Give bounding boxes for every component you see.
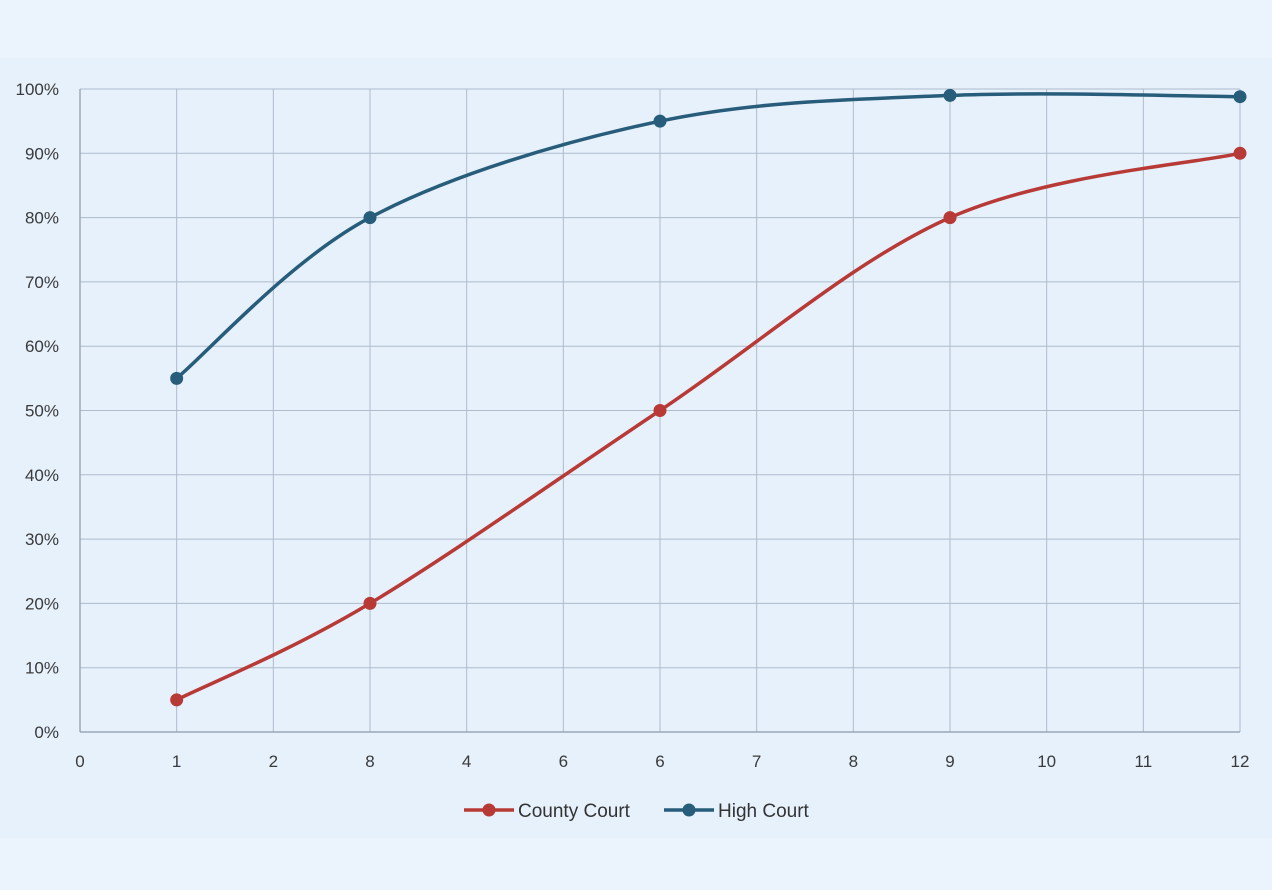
x-axis-tick-labels: 0 1 2 8 4 6 6 7 8 9 10 11 12: [75, 752, 1249, 771]
y-axis-tick-labels: 0% 10% 20% 30% 40% 50% 60% 70% 80% 90% 100%: [16, 80, 59, 742]
gridlines: [80, 88, 1241, 732]
high-court-point: [653, 114, 667, 128]
x-tick-label: 2: [269, 752, 278, 771]
county-court-point: [170, 693, 184, 707]
county-court-point: [1233, 146, 1247, 160]
high-court-series: [170, 88, 1247, 385]
x-tick-label: 11: [1135, 752, 1153, 771]
x-tick-label: 10: [1037, 752, 1056, 771]
county-court-point: [363, 596, 377, 610]
chart-area-background: [0, 58, 1272, 838]
county-court-series: [170, 146, 1247, 707]
high-court-point: [1233, 90, 1247, 104]
y-tick-label: 0%: [34, 723, 59, 742]
x-tick-label: 0: [75, 752, 84, 771]
high-court-point: [170, 371, 184, 385]
axes: [79, 89, 1240, 733]
x-tick-label: 9: [945, 752, 954, 771]
x-tick-label: 7: [752, 752, 761, 771]
x-tick-label: 4: [462, 752, 471, 771]
legend-marker-high-court: [682, 803, 696, 817]
y-tick-label: 90%: [25, 144, 59, 163]
legend-label-county-court: County Court: [518, 801, 631, 822]
y-tick-label: 70%: [25, 273, 59, 292]
legend-marker-county-court: [482, 803, 496, 817]
high-court-point: [363, 211, 377, 225]
high-court-point: [943, 88, 957, 102]
legend-label-high-court: High Court: [718, 801, 810, 822]
legend: County Court High Court: [464, 801, 810, 822]
y-tick-label: 80%: [25, 209, 59, 228]
y-tick-label: 100%: [16, 80, 59, 99]
x-tick-label: 8: [849, 752, 858, 771]
county-court-point: [653, 404, 667, 417]
x-tick-label: 1: [172, 752, 181, 771]
y-tick-label: 50%: [25, 402, 59, 421]
x-tick-label: 12: [1231, 752, 1250, 771]
series: [170, 88, 1247, 707]
legend-item-county-court: County Court: [464, 801, 631, 822]
county-court-point: [943, 211, 957, 225]
x-tick-label: 6: [655, 752, 664, 771]
legend-item-high-court: High Court: [664, 801, 810, 822]
county-court-line: [174, 151, 1242, 702]
y-tick-label: 60%: [25, 337, 59, 356]
y-tick-label: 30%: [25, 530, 59, 549]
x-tick-label: 6: [559, 752, 568, 771]
y-tick-label: 20%: [25, 594, 59, 613]
y-tick-label: 40%: [25, 466, 59, 485]
y-tick-label: 10%: [25, 659, 59, 678]
x-tick-label: 8: [365, 752, 374, 771]
